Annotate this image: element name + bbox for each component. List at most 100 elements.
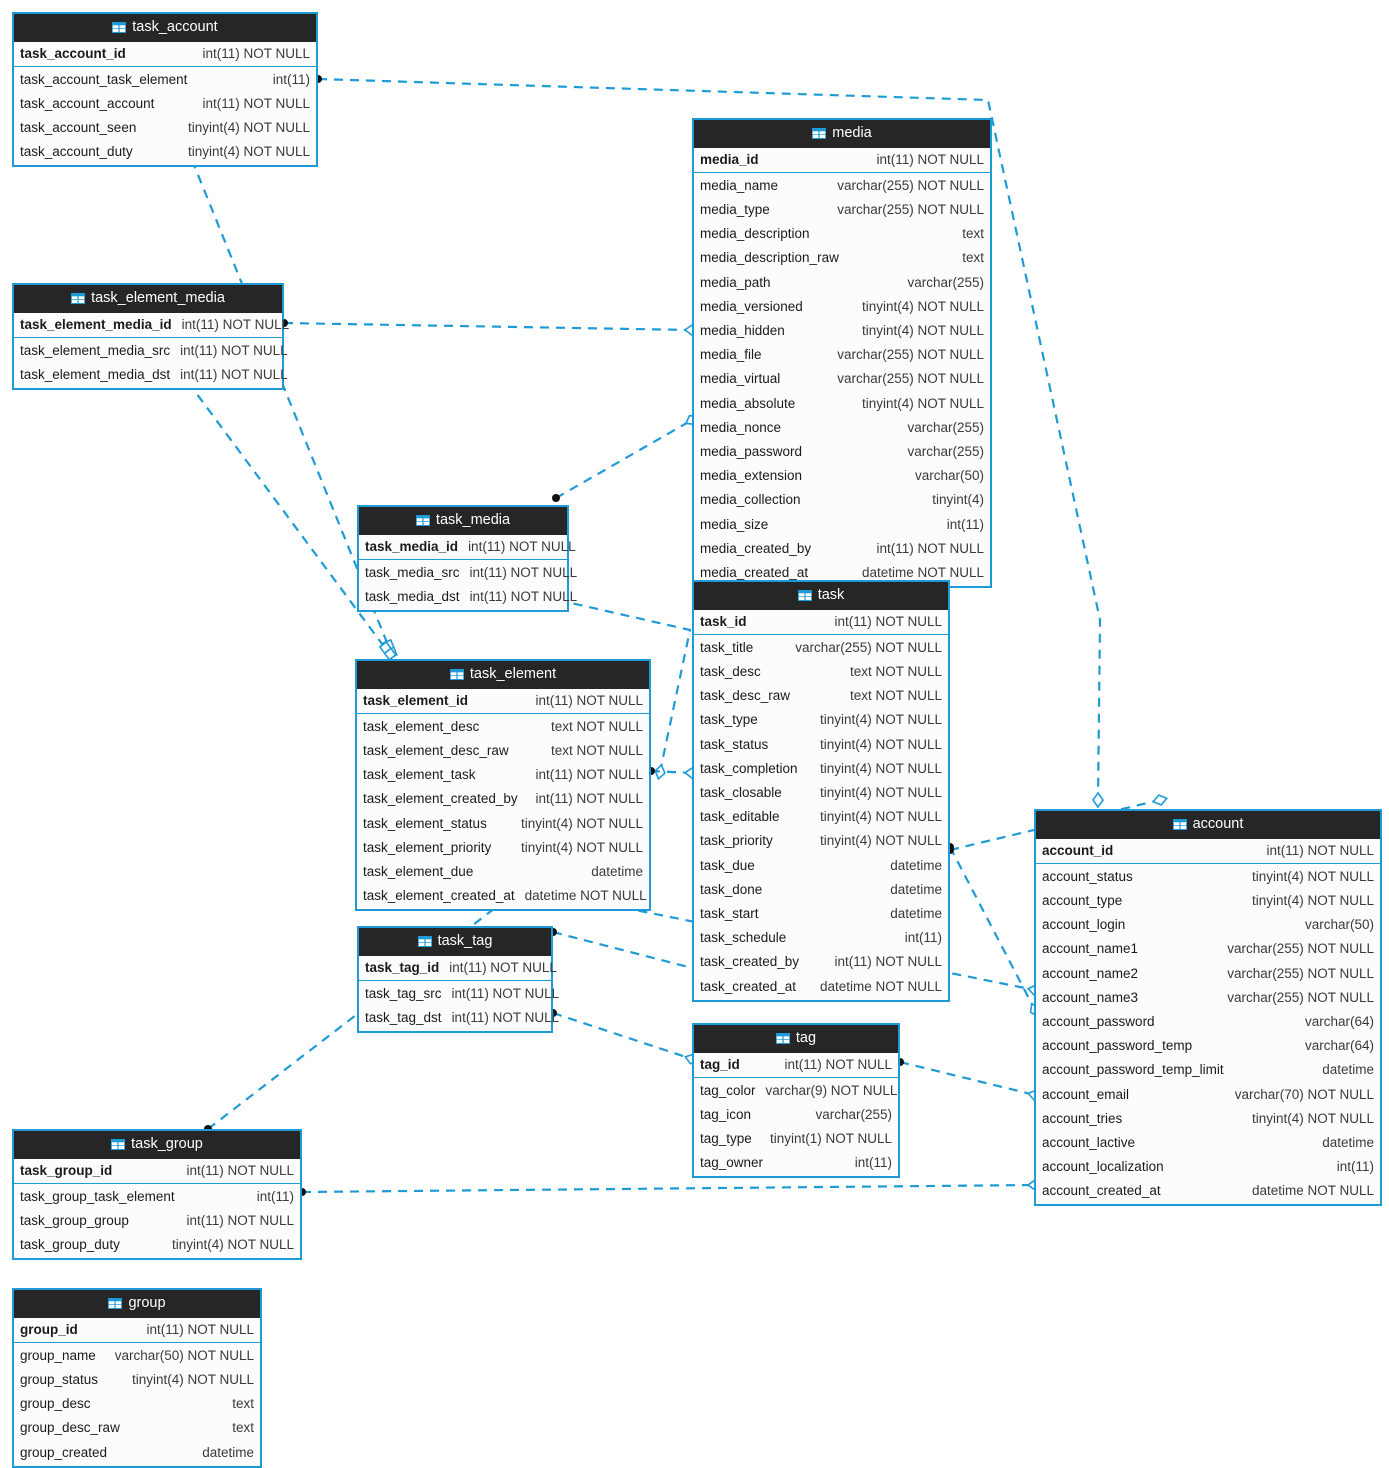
field-type: int(11) NOT NULL bbox=[535, 692, 643, 708]
field-name: account_email bbox=[1042, 1086, 1130, 1102]
field-name: media_description_raw bbox=[700, 250, 839, 266]
entity-header-task_group: task_group bbox=[14, 1131, 300, 1159]
field-row: task_desc_raw text NOT NULL bbox=[694, 684, 948, 708]
field-name: account_localization bbox=[1042, 1159, 1164, 1175]
field-name: task_element_media_dst bbox=[20, 367, 171, 383]
field-type: tinyint(4) NOT NULL bbox=[819, 712, 942, 728]
field-type: tinyint(4) NOT NULL bbox=[861, 298, 984, 314]
field-name: task_element_task bbox=[363, 767, 476, 783]
field-type: varchar(255) NOT NULL bbox=[795, 639, 942, 655]
table-icon bbox=[111, 1138, 126, 1150]
entity-task_account[interactable]: task_account task_account_id int(11) NOT N… bbox=[12, 12, 318, 168]
field-row: task_account_seen tinyint(4) NOT NULL bbox=[14, 116, 316, 140]
entity-task_element[interactable]: task_element task_element_id int(11) NOT N… bbox=[355, 659, 651, 912]
field-type: int(11) NOT NULL bbox=[451, 985, 560, 1001]
square-endpoint bbox=[382, 638, 398, 659]
entity-account[interactable]: account account_id int(11) NOT NULL account… bbox=[1034, 809, 1382, 1207]
field-type: int(11) NOT NULL bbox=[834, 613, 942, 629]
field-type: int(11) bbox=[904, 930, 942, 946]
field-row: group_status tinyint(4) NOT NULL bbox=[14, 1368, 260, 1392]
field-row: media_size int(11) bbox=[694, 512, 990, 536]
primary-key-row: task_element_id int(11) NOT NULL bbox=[357, 689, 649, 714]
field-row: account_name1 varchar(255) NOT NULL bbox=[1036, 937, 1380, 961]
field-row: account_tries tinyint(4) NOT NULL bbox=[1036, 1107, 1380, 1131]
primary-key-row: media_id int(11) NOT NULL bbox=[694, 148, 990, 173]
field-type: int(11) NOT NULL bbox=[451, 1010, 560, 1026]
field-type: tinyint(4) NOT NULL bbox=[1251, 893, 1374, 909]
diamond-endpoint bbox=[1151, 794, 1169, 806]
field-name: tag_owner bbox=[700, 1155, 764, 1171]
entity-group[interactable]: group group_id int(11) NOT NULL group_name v… bbox=[12, 1288, 262, 1468]
field-row: task_media_dst int(11) NOT NULL bbox=[359, 585, 577, 609]
entity-title: task bbox=[817, 587, 845, 603]
field-row: media_collection tinyint(4) bbox=[694, 488, 990, 512]
field-row: account_created_at datetime NOT NULL bbox=[1036, 1179, 1380, 1203]
field-type: int(11) NOT NULL bbox=[834, 954, 942, 970]
field-name: task_element_created_by bbox=[363, 791, 518, 807]
field-type: tinyint(4) NOT NULL bbox=[819, 809, 942, 825]
field-type: tinyint(4) NOT NULL bbox=[131, 1372, 254, 1388]
entity-header-media: media bbox=[694, 120, 990, 148]
field-type: tinyint(4) NOT NULL bbox=[819, 785, 942, 800]
field-name: task_element_created_at bbox=[363, 888, 515, 904]
field-type: int(11) bbox=[946, 516, 984, 532]
field-name: task_group_task_element bbox=[20, 1188, 175, 1204]
field-row: media_versioned tinyint(4) NOT NULL bbox=[694, 295, 990, 319]
relation-rel-task-tag-tag bbox=[549, 1009, 700, 1065]
field-row: media_file varchar(255) NOT NULL bbox=[694, 343, 990, 367]
entity-task_media[interactable]: task_media task_media_id int(11) NOT NULL t… bbox=[357, 505, 577, 613]
field-type: int(11) NOT NULL bbox=[180, 342, 288, 358]
field-name: group_created bbox=[20, 1444, 108, 1460]
entity-header-account: account bbox=[1036, 811, 1380, 839]
field-list: task_tag_src int(11) NOT NULL task_tag_dst… bbox=[359, 981, 559, 1031]
field-name: task_element_desc bbox=[363, 718, 480, 734]
field-type: tinyint(4) NOT NULL bbox=[1251, 868, 1374, 884]
field-row: account_password_temp_limit datetime bbox=[1036, 1058, 1380, 1082]
field-name: tag_id bbox=[700, 1056, 740, 1072]
field-type: datetime NOT NULL bbox=[861, 564, 984, 580]
field-row: account_login varchar(50) bbox=[1036, 913, 1380, 937]
entity-task_tag[interactable]: task_tag task_tag_id int(11) NOT NULL task_… bbox=[357, 926, 559, 1034]
diamond-endpoint bbox=[654, 763, 666, 781]
entity-task_group[interactable]: task_group task_group_id int(11) NOT NULL t… bbox=[12, 1129, 302, 1261]
field-type: varchar(255) bbox=[815, 1107, 892, 1123]
field-type: int(11) NOT NULL bbox=[202, 45, 310, 61]
field-name: task_completion bbox=[700, 760, 798, 776]
field-name: task_type bbox=[700, 712, 758, 728]
field-type: varchar(255) NOT NULL bbox=[1227, 989, 1374, 1005]
field-type: text bbox=[232, 1420, 254, 1436]
field-type: int(11) bbox=[854, 1155, 892, 1171]
field-type: tinyint(4) NOT NULL bbox=[861, 395, 984, 411]
entity-header-task_media: task_media bbox=[359, 507, 567, 535]
field-name: media_created_by bbox=[700, 540, 812, 556]
entity-media[interactable]: media media_id int(11) NOT NULL media_name v… bbox=[692, 118, 992, 588]
field-type: int(11) NOT NULL bbox=[469, 564, 578, 580]
field-name: account_password_temp_limit bbox=[1042, 1062, 1224, 1078]
field-row: task_element_task int(11) NOT NULL bbox=[357, 763, 649, 787]
field-type: text NOT NULL bbox=[849, 664, 942, 680]
diamond-endpoint bbox=[1092, 791, 1104, 809]
field-type: text NOT NULL bbox=[550, 743, 643, 759]
field-row: task_due datetime bbox=[694, 853, 948, 877]
field-type: text bbox=[962, 250, 984, 266]
field-name: tag_color bbox=[700, 1082, 756, 1098]
field-list: task_media_src int(11) NOT NULL task_media… bbox=[359, 560, 577, 610]
field-row: account_email varchar(70) NOT NULL bbox=[1036, 1082, 1380, 1106]
entity-task_element_media[interactable]: task_element_media task_element_media_id i… bbox=[12, 283, 289, 391]
field-row: task_media_src int(11) NOT NULL bbox=[359, 561, 577, 585]
relation-rel-task-media-media bbox=[552, 414, 700, 502]
field-row: account_type tinyint(4) NOT NULL bbox=[1036, 889, 1380, 913]
entity-tag[interactable]: tag tag_id int(11) NOT NULL tag_color varcha… bbox=[692, 1023, 900, 1179]
field-name: task_due bbox=[700, 857, 755, 873]
entity-task[interactable]: task task_id int(11) NOT NULL task_title var… bbox=[692, 580, 950, 1002]
field-type: int(11) NOT NULL bbox=[535, 791, 643, 807]
field-type: int(11) NOT NULL bbox=[876, 540, 984, 556]
field-name: task_desc bbox=[700, 664, 761, 680]
primary-key-row: task_id int(11) NOT NULL bbox=[694, 610, 948, 635]
field-type: int(11) NOT NULL bbox=[784, 1056, 892, 1072]
field-list: group_name varchar(50) NOT NULL group_stat… bbox=[14, 1343, 260, 1466]
field-name: task_media_dst bbox=[365, 589, 460, 605]
field-name: media_extension bbox=[700, 468, 803, 484]
field-name: media_id bbox=[700, 151, 759, 167]
field-type: varchar(255) bbox=[907, 443, 984, 459]
